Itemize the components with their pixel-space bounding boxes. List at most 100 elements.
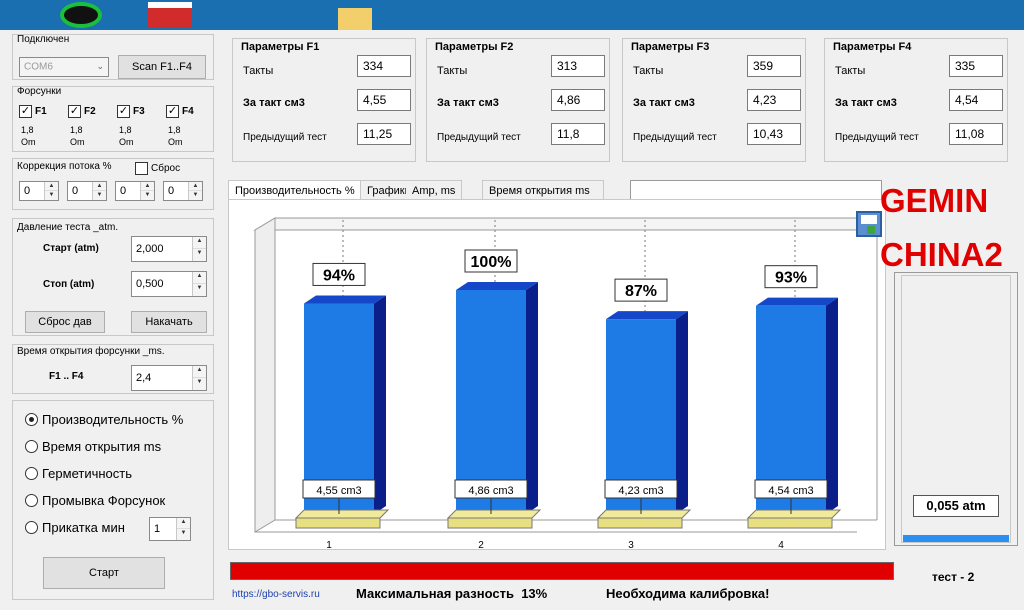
injector-checkbox-f3[interactable]: ✓ bbox=[117, 105, 130, 118]
bar-top bbox=[606, 311, 688, 320]
flow-correction-group: Коррекция потока % Сброс 0 ▲ ▼ 0 ▲ ▼ 0 ▲ ▼ … bbox=[12, 158, 214, 210]
stepper-up-icon[interactable]: ▲ bbox=[193, 366, 206, 378]
mode-label[interactable]: Время открытия ms bbox=[42, 439, 162, 454]
previous-test-label: Предыдущий тест bbox=[243, 132, 327, 143]
mode-label[interactable]: Производительность % bbox=[42, 412, 184, 427]
stepper-down-icon[interactable]: ▼ bbox=[192, 192, 199, 198]
mode-label[interactable]: Промывка Форсунок bbox=[42, 493, 166, 508]
connection-group: Подключен COM6 ⌄ Scan F1..F4 bbox=[12, 34, 214, 80]
mode-radio[interactable] bbox=[25, 521, 38, 534]
reset-pressure-button[interactable]: Сброс дав bbox=[25, 311, 105, 333]
stop-pressure-stepper[interactable]: 0,500 ▲ ▼ bbox=[131, 271, 207, 297]
stepper-down-icon[interactable]: ▼ bbox=[196, 250, 203, 256]
tab-amp-ms[interactable]: Amp, ms bbox=[406, 180, 463, 200]
open-time-stepper[interactable]: 2,4 ▲ ▼ bbox=[131, 365, 207, 391]
stepper-up-icon[interactable]: ▲ bbox=[45, 182, 58, 191]
stepper-down-icon[interactable]: ▼ bbox=[180, 530, 187, 536]
per-cycle-value: 4,86 bbox=[551, 89, 605, 111]
per-cycle-label: За такт см3 bbox=[633, 97, 695, 109]
injector-resistance: 1,8 bbox=[168, 125, 181, 135]
port-select[interactable]: COM6 ⌄ bbox=[19, 57, 109, 77]
stepper-down-icon[interactable]: ▼ bbox=[196, 285, 203, 291]
mode-radio[interactable] bbox=[25, 494, 38, 507]
param-title: Параметры F1 bbox=[241, 41, 320, 53]
open-time-value: 2,4 bbox=[136, 372, 152, 384]
flow-correction-value: 0 bbox=[72, 185, 79, 197]
tab-open-time[interactable]: Время открытия ms bbox=[482, 180, 604, 200]
flow-correction-stepper[interactable]: 0 ▲ ▼ bbox=[163, 181, 203, 201]
mode-radio[interactable] bbox=[25, 467, 38, 480]
param-title: Параметры F3 bbox=[631, 41, 710, 53]
bar-base bbox=[747, 517, 833, 529]
stepper-up-icon[interactable]: ▲ bbox=[193, 272, 206, 284]
scan-button[interactable]: Scan F1..F4 bbox=[118, 55, 206, 79]
volume-label: 4,86 cm3 bbox=[468, 485, 513, 497]
param-panel-f1: Параметры F1 Такты 334 За такт см3 4,55 … bbox=[232, 38, 416, 162]
run-in-stepper[interactable]: 1 ▲ ▼ bbox=[149, 517, 191, 541]
flow-correction-stepper[interactable]: 0 ▲ ▼ bbox=[115, 181, 155, 201]
value-label-box bbox=[312, 262, 366, 286]
save-icon-tab bbox=[867, 226, 875, 234]
stepper-up-icon[interactable]: ▲ bbox=[193, 237, 206, 249]
injector-checkbox-f4[interactable]: ✓ bbox=[166, 105, 179, 118]
overlay-text-line2: CHINA2 bbox=[880, 236, 1003, 273]
gauge-level-bar bbox=[903, 535, 1009, 542]
stepper-up-icon[interactable]: ▲ bbox=[189, 182, 202, 191]
tab-graphs[interactable]: Графики bbox=[360, 180, 417, 200]
mode-radio[interactable] bbox=[25, 440, 38, 453]
start-test-button[interactable]: Старт bbox=[43, 557, 165, 589]
injectors-group: Форсунки ✓ F1 1,8 Om ✓ F2 1,8 Om ✓ F3 1,8 Om ✓ F4 1,8 O… bbox=[12, 86, 214, 152]
mode-label[interactable]: Прикатка мин bbox=[42, 520, 125, 535]
stop-pressure-value: 0,500 bbox=[136, 278, 164, 290]
mode-radio[interactable] bbox=[25, 413, 38, 426]
bar-top bbox=[304, 295, 386, 304]
injector-unit: Om bbox=[119, 137, 134, 147]
flow-correction-stepper[interactable]: 0 ▲ ▼ bbox=[19, 181, 59, 201]
bar-base bbox=[447, 517, 533, 529]
stepper-up-icon[interactable]: ▲ bbox=[93, 182, 106, 191]
value-label-box bbox=[764, 265, 818, 289]
save-icon[interactable] bbox=[856, 211, 882, 237]
test-counter: тест - 2 bbox=[932, 570, 975, 584]
flow-correction-value: 0 bbox=[168, 185, 175, 197]
bar bbox=[304, 303, 374, 514]
tab-performance[interactable]: Производительность % bbox=[228, 180, 362, 200]
previous-test-value: 11,08 bbox=[949, 123, 1003, 145]
mode-group: Производительность % Время открытия ms Гер… bbox=[12, 400, 214, 600]
injector-checkbox-f1[interactable]: ✓ bbox=[19, 105, 32, 118]
flow-reset-checkbox[interactable] bbox=[135, 162, 148, 175]
site-link[interactable]: https://gbo-servis.ru bbox=[232, 589, 320, 600]
start-pressure-stepper[interactable]: 2,000 ▲ ▼ bbox=[131, 236, 207, 262]
injector-resistance: 1,8 bbox=[119, 125, 132, 135]
injector-checkbox-f2[interactable]: ✓ bbox=[68, 105, 81, 118]
cycles-value: 334 bbox=[357, 55, 411, 77]
desktop-app-icon[interactable] bbox=[60, 2, 102, 28]
category-label: 3 bbox=[628, 540, 634, 549]
max-difference-text: Максимальная разность 13% bbox=[356, 586, 548, 601]
stop-pressure-label: Стоп (atm) bbox=[43, 279, 95, 290]
mode-label[interactable]: Герметичность bbox=[42, 466, 132, 481]
stepper-down-icon[interactable]: ▼ bbox=[96, 192, 103, 198]
save-icon-label bbox=[861, 215, 877, 224]
stepper-up-icon[interactable]: ▲ bbox=[141, 182, 154, 191]
stepper-down-icon[interactable]: ▼ bbox=[144, 192, 151, 198]
value-label: 94% bbox=[323, 267, 355, 284]
pressure-group: Давление теста _atm. Старт (atm) 2,000 ▲… bbox=[12, 218, 214, 336]
stepper-up-icon[interactable]: ▲ bbox=[177, 518, 190, 529]
per-cycle-value: 4,55 bbox=[357, 89, 411, 111]
gauge-track bbox=[901, 275, 1011, 543]
chart-frame-top bbox=[253, 217, 879, 231]
param-panel-f2: Параметры F2 Такты 313 За такт см3 4,86 … bbox=[426, 38, 610, 162]
stepper-down-icon[interactable]: ▼ bbox=[48, 192, 55, 198]
stepper-down-icon[interactable]: ▼ bbox=[196, 379, 203, 385]
previous-test-value: 11,8 bbox=[551, 123, 605, 145]
pump-button[interactable]: Накачать bbox=[131, 311, 207, 333]
chart-frame-left bbox=[254, 217, 276, 533]
injector-label: F3 bbox=[133, 106, 145, 117]
per-cycle-value: 4,54 bbox=[949, 89, 1003, 111]
folder-icon[interactable] bbox=[338, 8, 372, 30]
desktop-app-icon[interactable] bbox=[148, 2, 192, 28]
performance-chart: 94% 4,55 cm3 1 100% 4,86 cm3 2 87% 4,23 cm3 3 93%… bbox=[253, 217, 879, 549]
flow-correction-stepper[interactable]: 0 ▲ ▼ bbox=[67, 181, 107, 201]
previous-test-value: 11,25 bbox=[357, 123, 411, 145]
